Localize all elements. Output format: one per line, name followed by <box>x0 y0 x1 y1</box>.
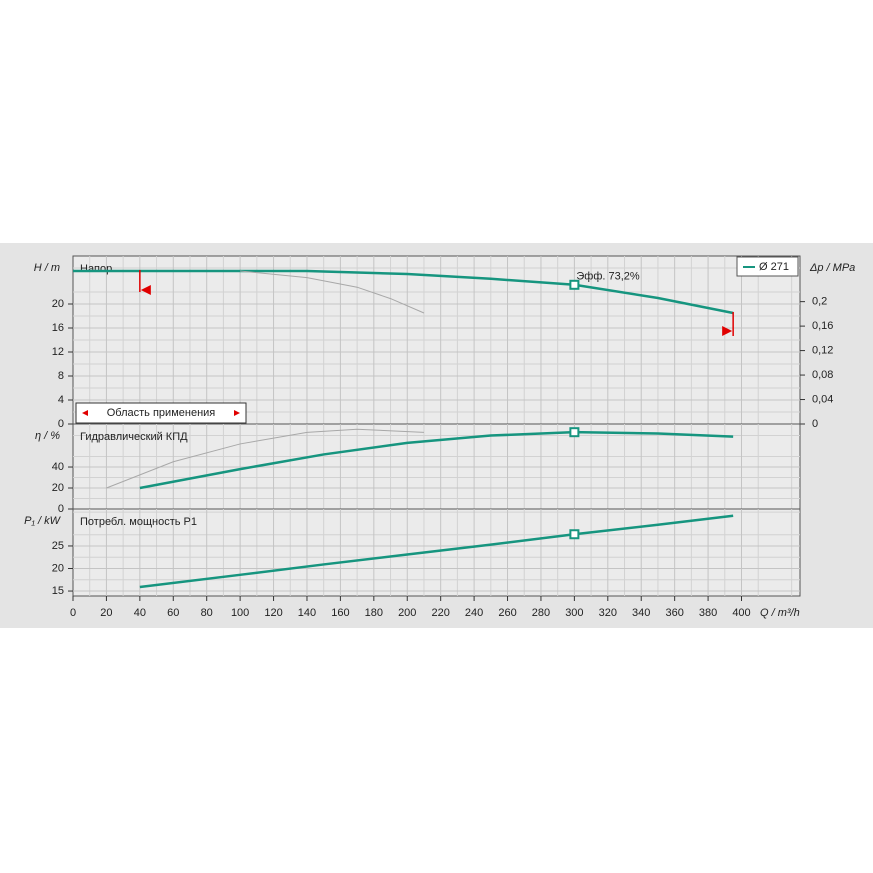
curve <box>139 430 734 490</box>
operating-point <box>569 279 580 290</box>
x-tick-label: 40 <box>134 607 146 619</box>
y2-tick-label: 0,2 <box>812 296 827 308</box>
y2-tick-label: 0,16 <box>812 320 833 332</box>
panel-title: Напор <box>80 263 112 275</box>
x-axis-label: Q / m³/h <box>760 607 800 619</box>
x-tick-label: 100 <box>231 607 249 619</box>
x-tick-label: 380 <box>699 607 717 619</box>
x-tick-label: 400 <box>732 607 750 619</box>
x-tick-label: 300 <box>565 607 583 619</box>
curve <box>106 428 424 489</box>
y-tick-label: 20 <box>52 482 64 494</box>
x-tick-label: 320 <box>599 607 617 619</box>
y-tick-label: 25 <box>52 540 64 552</box>
panel-title: Потребл. мощность P1 <box>80 516 197 528</box>
x-tick-label: 60 <box>167 607 179 619</box>
x-tick-label: 160 <box>331 607 349 619</box>
operating-point <box>569 529 580 540</box>
curve <box>139 514 734 589</box>
legend-label: Ø 271 <box>759 261 789 273</box>
y-axis-label: H / m <box>34 262 60 274</box>
y-tick-label: 20 <box>52 562 64 574</box>
y-tick-label: 4 <box>58 394 64 406</box>
y-tick-label: 20 <box>52 298 64 310</box>
curve <box>240 270 425 314</box>
operating-point <box>569 427 580 438</box>
x-tick-label: 120 <box>264 607 282 619</box>
y-tick-label: 40 <box>52 461 64 473</box>
y2-tick-label: 0,12 <box>812 344 833 356</box>
y-axis-label: P₁ / kW <box>24 515 61 527</box>
plot-area <box>72 423 801 510</box>
x-tick-label: 240 <box>465 607 483 619</box>
range-box-arrow <box>82 410 88 416</box>
x-tick-label: 260 <box>498 607 516 619</box>
x-tick-label: 180 <box>365 607 383 619</box>
range-label: Область применения <box>107 407 216 419</box>
curve <box>73 269 734 315</box>
x-tick-label: 220 <box>431 607 449 619</box>
x-tick-label: 140 <box>298 607 316 619</box>
x-tick-label: 200 <box>398 607 416 619</box>
y2-tick-label: 0,04 <box>812 393 833 405</box>
legend-box <box>736 256 799 277</box>
y-tick-label: 8 <box>58 370 64 382</box>
y2-tick-label: 0,08 <box>812 369 833 381</box>
range-arrow <box>140 285 151 295</box>
y2-tick-label: 0 <box>812 418 818 430</box>
x-tick-label: 280 <box>532 607 550 619</box>
y-tick-label: 0 <box>58 418 64 430</box>
y-tick-label: 12 <box>52 346 64 358</box>
x-tick-label: 80 <box>201 607 213 619</box>
x-tick-label: 0 <box>70 607 76 619</box>
range-box <box>75 402 247 424</box>
annotation: Эфф. 73,2% <box>576 271 640 283</box>
x-tick-label: 360 <box>665 607 683 619</box>
panel-title: Гидравлический КПД <box>80 431 188 443</box>
y2-axis-label: Δp / MPa <box>809 262 855 274</box>
x-tick-label: 20 <box>100 607 112 619</box>
y-axis-label: η / % <box>35 430 60 442</box>
y-tick-label: 15 <box>52 585 64 597</box>
x-tick-label: 340 <box>632 607 650 619</box>
y-tick-label: 16 <box>52 322 64 334</box>
range-arrow <box>722 326 733 336</box>
range-box-arrow <box>234 410 240 416</box>
y-tick-label: 0 <box>58 503 64 515</box>
